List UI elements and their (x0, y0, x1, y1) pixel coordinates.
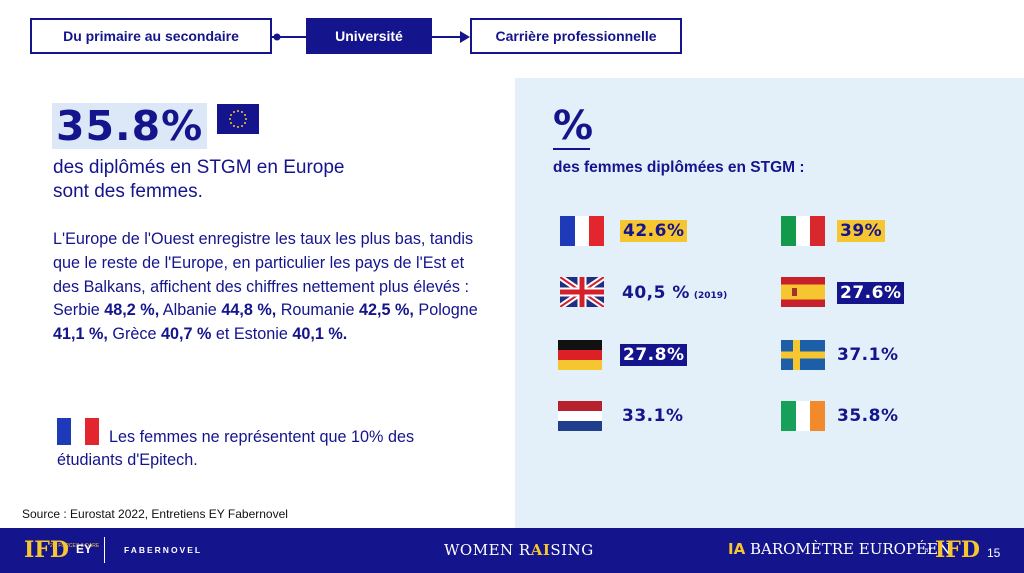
netherlands-flag-icon (558, 401, 602, 431)
estonie-label: et Estonie (211, 325, 293, 344)
roumanie-value: 42,5 %, (359, 301, 414, 320)
paragraph-intro: L'Europe de l'Ouest enregistre les taux … (53, 230, 474, 296)
breadcrumb-primary-secondary[interactable]: Du primaire au secondaire (30, 18, 272, 54)
sweden-value: 37.1% (837, 345, 899, 365)
albanie-value: 44,8 %, (221, 301, 277, 320)
footer-bar: IFD 20I FORCES & DARE EY FABERNOVEL WOME… (0, 528, 1024, 573)
headline-value: 35.8% (52, 103, 208, 149)
source-text: Source : Eurostat 2022, Entretiens EY Fa… (22, 507, 288, 521)
spain-flag-icon (781, 277, 825, 307)
barometre-text: BAROMÈTRE EUROPÉEN (745, 540, 952, 558)
ey-logo: EY (76, 542, 93, 556)
spain-value: 27.6% (837, 282, 905, 304)
breadcrumb-connector-1 (272, 33, 306, 41)
headline-text: des diplômés en STGM en Europe sont des … (53, 157, 345, 202)
serbie-label: Serbie (53, 301, 105, 320)
uk-value-row: 40,5 % (2019) (622, 282, 727, 304)
netherlands-value: 33.1% (622, 406, 684, 426)
breadcrumb-universite[interactable]: Université (306, 18, 432, 54)
grece-label: Grèce (107, 325, 161, 344)
sweden-flag-icon (781, 340, 825, 370)
barometre-title: IA BAROMÈTRE EUROPÉEN (728, 540, 951, 558)
europe-paragraph: L'Europe de l'Ouest enregistre les taux … (53, 228, 493, 347)
uk-year: (2019) (693, 291, 728, 301)
women-post: SING (550, 541, 594, 559)
epitech-note: Les femmes ne représentent que 10% des é… (57, 428, 415, 469)
footer-separator (104, 537, 105, 563)
fabernovel-logo: FABERNOVEL (124, 545, 203, 555)
grece-value: 40,7 % (160, 325, 212, 344)
percent-symbol: % (553, 103, 594, 149)
women-pre: WOMEN R (444, 541, 531, 559)
roumanie-label: Roumanie (276, 301, 359, 320)
germany-flag-icon (558, 340, 602, 370)
ifd-logo: IFD (24, 537, 69, 563)
serbie-value: 48,2 %, (104, 301, 160, 320)
ireland-flag-icon (781, 401, 825, 431)
france-value: 42.6% (620, 220, 688, 242)
albanie-label: Albanie (159, 301, 222, 320)
ifd-logo-right: IFD (935, 537, 980, 563)
uk-flag-icon (560, 277, 604, 307)
pologne-label: Pologne (413, 301, 478, 320)
percent-underline (553, 148, 590, 150)
ia-mark: IA (728, 540, 746, 558)
germany-value: 27.8% (620, 344, 688, 366)
panel-title: des femmes diplômées en STGM : (553, 159, 805, 176)
france-flag-icon (57, 418, 99, 445)
estonie-value: 40,1 %. (292, 325, 348, 344)
uk-value: 40,5 % (622, 283, 690, 303)
pologne-value: 41,1 %, (53, 325, 108, 344)
eu-flag-icon (217, 104, 259, 134)
italy-flag-icon (781, 216, 825, 246)
by-label: BY (925, 548, 932, 554)
ifd-tagline: 20I FORCES & DARE (50, 543, 100, 549)
women-raising-logo: WOMEN RAISING (444, 541, 594, 559)
women-ai: AI (530, 541, 551, 559)
ireland-value: 35.8% (837, 406, 899, 426)
breadcrumb-arrow (432, 31, 470, 43)
breadcrumb-carriere[interactable]: Carrière professionnelle (470, 18, 682, 54)
italy-value: 39% (837, 220, 886, 242)
page-number: 15 (987, 546, 1001, 560)
france-flag-icon (560, 216, 604, 246)
